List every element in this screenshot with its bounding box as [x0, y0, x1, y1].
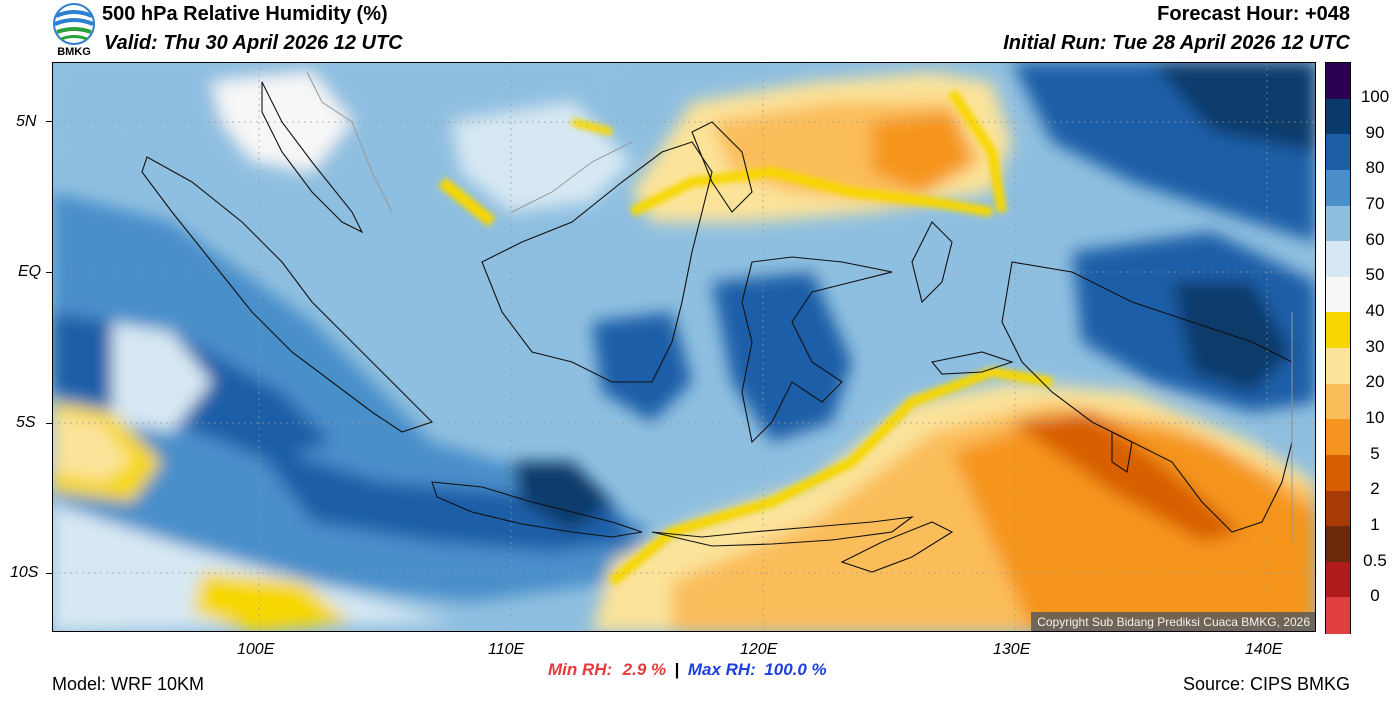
colorbar-swatch	[1326, 561, 1350, 598]
lat-tick-mark	[46, 423, 52, 424]
colorbar-swatch	[1326, 205, 1350, 242]
colorbar-label-10: 10	[1365, 408, 1385, 427]
colorbar-label-70: 70	[1365, 194, 1385, 213]
lat-tick-mark	[46, 573, 52, 574]
coastlines	[141, 81, 1293, 573]
java-coastline	[431, 481, 643, 538]
sulawesi-coastline	[741, 256, 893, 444]
logo-text: BMKG	[57, 46, 91, 58]
stats-separator: |	[674, 660, 680, 679]
borneo-coastline	[481, 141, 713, 383]
colorbar-label-5: 5	[1370, 444, 1380, 463]
colorbar-swatch	[1326, 597, 1350, 634]
colorbar-label-2: 2	[1370, 479, 1380, 498]
humidity-field	[52, 62, 1316, 632]
humidity-map: Copyright Sub Bidang Prediksi Cuaca BMKG…	[52, 62, 1316, 632]
colorbar-swatch	[1326, 276, 1350, 313]
maluku-coastline	[930, 351, 1014, 375]
country-borders	[306, 71, 1293, 542]
colorbar-swatch	[1326, 241, 1350, 278]
colorbar-label-80: 80	[1365, 158, 1385, 177]
malay-peninsula-coastline	[261, 81, 364, 234]
colorbar-swatch	[1326, 419, 1350, 456]
sumatra-coastline	[141, 156, 434, 433]
colorbar-label-0-5: 0.5	[1363, 551, 1387, 570]
colorbar-swatch	[1326, 134, 1350, 171]
lat-tick-10s: 10S	[10, 564, 39, 581]
colorbar	[1325, 62, 1351, 634]
bmkg-logo-icon	[53, 3, 95, 45]
aru-coastline	[1111, 431, 1133, 473]
forecast-hour: Forecast Hour: +048	[1157, 3, 1350, 25]
model-label: Model: WRF 10KM	[52, 674, 205, 694]
colorbar-swatch	[1326, 348, 1350, 385]
min-rh-value: 2.9 %	[622, 660, 667, 679]
bmkg-logo: BMKG	[50, 2, 98, 58]
philippines-coastline	[691, 121, 753, 213]
max-rh-value: 100.0 %	[764, 660, 827, 679]
max-rh-label: Max RH:	[687, 660, 756, 679]
colorbar-label-30: 30	[1365, 337, 1385, 356]
timor-coastline	[840, 521, 954, 573]
colorbar-swatch	[1326, 454, 1350, 491]
colorbar-label-50: 50	[1365, 265, 1385, 284]
colorbar-swatch	[1326, 383, 1350, 420]
lat-tick-mark	[46, 121, 52, 122]
colorbar-label-40: 40	[1365, 301, 1385, 320]
colorbar-label-0: 0	[1370, 586, 1380, 605]
map-title: 500 hPa Relative Humidity (%)	[102, 3, 388, 25]
map-frame	[52, 62, 1316, 632]
lat-tick-mark	[46, 272, 52, 273]
colorbar-swatch	[1326, 312, 1350, 349]
initial-run: Initial Run: Tue 28 April 2026 12 UTC	[1003, 32, 1350, 54]
colorbar-swatch	[1326, 169, 1350, 206]
lon-tick-130e: 130E	[993, 641, 1031, 658]
lat-tick-eq: EQ	[18, 263, 42, 280]
colorbar-label-1: 1	[1370, 515, 1380, 534]
lat-tick-5n: 5N	[16, 113, 37, 130]
lon-tick-140e: 140E	[1245, 641, 1283, 658]
colorbar-label-90: 90	[1365, 123, 1385, 142]
colorbar-swatches	[1326, 63, 1350, 634]
papua-coastline	[1001, 261, 1293, 533]
colorbar-label-20: 20	[1365, 372, 1385, 391]
lon-tick-100e: 100E	[237, 641, 275, 658]
halmahera-coastline	[911, 221, 953, 304]
colorbar-swatch	[1326, 526, 1350, 563]
lon-tick-110e: 110E	[488, 641, 525, 658]
copyright-notice: Copyright Sub Bidang Prediksi Cuaca BMKG…	[1031, 612, 1316, 632]
colorbar-label-100: 100	[1360, 87, 1390, 106]
colorbar-swatch	[1326, 490, 1350, 527]
lon-tick-120e: 120E	[740, 641, 778, 658]
colorbar-label-60: 60	[1365, 230, 1385, 249]
colorbar-swatch	[1326, 98, 1350, 135]
colorbar-swatch	[1326, 63, 1350, 100]
valid-time: Valid: Thu 30 April 2026 12 UTC	[104, 32, 403, 54]
lat-tick-5s: 5S	[16, 414, 36, 431]
source-label: Source: CIPS BMKG	[1182, 674, 1350, 694]
nusa-tenggara-coastline	[651, 516, 914, 547]
rh-stats: Min RH: 2.9 % | Max RH: 100.0 %	[548, 660, 827, 680]
colorbar-labels: 100 90 80 70 60 50 40 30 20 10 5 2 1 0.5…	[1352, 62, 1398, 632]
min-rh-label: Min RH:	[548, 660, 613, 679]
